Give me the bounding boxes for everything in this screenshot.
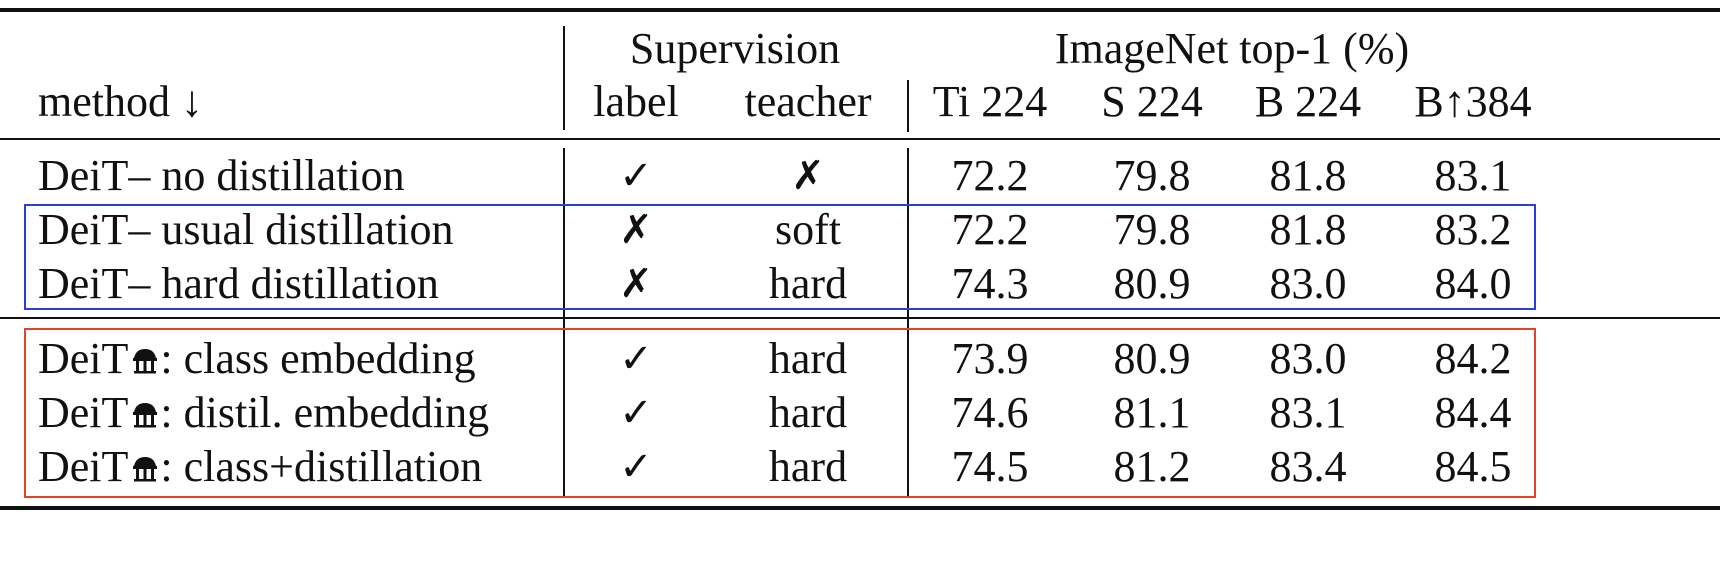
alembic-distillation-box [24,328,1536,498]
supervision-divider-header [907,80,909,132]
value-cell: 81.2 [1113,442,1191,491]
alembic-icon [133,457,158,482]
value-cell: 74.5 [951,442,1029,491]
value-cell: 81.1 [1113,388,1191,437]
value-cell: 84.4 [1434,388,1512,437]
teacher-cell: hard [768,259,848,308]
alembic-icon [133,349,158,374]
value-cell: 72.2 [951,205,1029,254]
value-cell: 83.2 [1434,205,1512,254]
value-cell: 83.1 [1269,388,1347,437]
value-cell: 74.6 [951,388,1029,437]
col-header-ti224: Ti 224 [932,77,1048,126]
method-cell: DeiT : distil. embedding [38,385,489,441]
method-cell: DeiT : class+distillation [38,439,482,495]
imagenet-header: ImageNet top-1 (%) [1054,24,1410,73]
col-header-b384: B↑384 [1414,77,1532,126]
label-cell: ✓ [619,336,653,382]
label-cell: ✓ [619,444,653,490]
header-rule [0,138,1720,140]
value-cell: 81.8 [1269,205,1347,254]
group-rule [0,317,1720,319]
label-cell: ✗ [619,261,653,307]
label-header: label [593,77,679,126]
value-cell: 74.3 [951,259,1029,308]
supervision-header: Supervision [629,24,841,73]
teacher-cell: soft [775,205,841,254]
method-prefix: DeiT [38,442,129,491]
method-cell: DeiT– hard distillation [38,259,439,308]
value-cell: 83.4 [1269,442,1347,491]
method-label: : distil. embedding [160,388,490,437]
teacher-cell: hard [768,442,848,491]
teacher-cell: ✗ [791,153,825,199]
value-cell: 73.9 [951,334,1029,383]
value-cell: 72.2 [951,151,1029,200]
top-rule [0,8,1720,12]
method-prefix: DeiT [38,334,129,383]
alembic-icon [133,403,158,428]
label-cell: ✓ [619,153,653,199]
method-prefix: DeiT [38,388,129,437]
value-cell: 84.0 [1434,259,1512,308]
method-cell: DeiT : class embedding [38,331,476,387]
supervision-divider-body [907,148,909,498]
value-cell: 81.8 [1269,151,1347,200]
value-cell: 79.8 [1113,205,1191,254]
method-cell: DeiT– no distillation [38,151,405,200]
value-cell: 80.9 [1113,259,1191,308]
label-cell: ✗ [619,207,653,253]
value-cell: 84.2 [1434,334,1512,383]
bottom-rule [0,506,1720,510]
value-cell: 79.8 [1113,151,1191,200]
method-label: : class embedding [160,334,476,383]
value-cell: 84.5 [1434,442,1512,491]
method-cell: DeiT– usual distillation [38,205,454,254]
col-header-s224: S 224 [1101,77,1203,126]
usual-distillation-box [24,204,1536,310]
teacher-header: teacher [744,77,872,126]
teacher-cell: hard [768,388,848,437]
value-cell: 83.1 [1434,151,1512,200]
col-header-b224: B 224 [1254,77,1362,126]
value-cell: 80.9 [1113,334,1191,383]
method-label: : class+distillation [160,442,483,491]
method-divider-header [563,26,565,130]
value-cell: 83.0 [1269,334,1347,383]
value-cell: 83.0 [1269,259,1347,308]
method-header: method ↓ [38,77,203,126]
method-divider-body [563,148,565,498]
teacher-cell: hard [768,334,848,383]
label-cell: ✓ [619,390,653,436]
